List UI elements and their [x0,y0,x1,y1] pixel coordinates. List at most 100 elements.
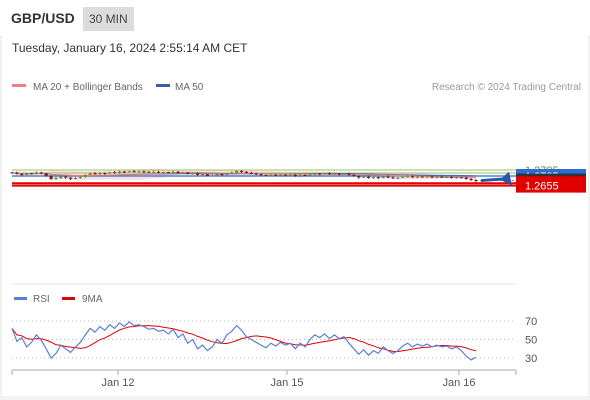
ma50-legend-label: MA 50 [175,82,204,93]
rsi-ma-legend-swatch [62,297,75,300]
candle-body [142,171,146,173]
candle-body [25,173,29,175]
candle-body [210,175,214,177]
candle-body [454,177,459,179]
candle-body [440,176,444,178]
candle-body [156,171,161,173]
candle-body [215,174,219,176]
candle-body [49,175,53,180]
candle-body [186,172,190,174]
candle-body [298,174,302,176]
candle-body [98,173,102,174]
candle-body [279,174,283,176]
rsi-ma-legend-label: 9MA [82,294,103,305]
candle-body [137,171,141,173]
candle-body [29,173,34,175]
chart-panel [2,36,588,396]
candle-body [396,177,400,179]
ma20-line [11,171,477,178]
candle-body [318,173,322,175]
candle-body [327,173,332,175]
candle-body [347,173,351,175]
candle-body [401,176,405,178]
candle-body [103,173,107,174]
candle-body [371,177,376,179]
candle-body [269,174,273,176]
candle-body [406,176,410,178]
candle-body [117,171,122,173]
candle-body [464,177,468,179]
candle-body [342,173,346,175]
candle-body [93,173,97,175]
candle-body [415,176,419,178]
candle-body [64,176,68,178]
instrument-title: GBP/USD [11,10,75,26]
candle-body [264,174,268,176]
candle-body [376,177,380,179]
candle-body [386,176,390,178]
candle-body [10,172,14,174]
candle-body [459,177,463,179]
candle-body [20,173,24,175]
candle-body [259,174,263,176]
rsi-legend-swatch [14,297,27,300]
candle-body [308,174,312,176]
candle-body [78,176,82,179]
candle-body [313,173,317,175]
candle-body [362,176,366,178]
candle-body [435,176,439,178]
report-date: Tuesday, January 16, 2024 2:55:14 AM CET [12,41,248,55]
candle-body [357,176,361,178]
candle-body [430,176,434,178]
candle-body [230,172,234,174]
candle-body [293,174,297,176]
candle-body [381,176,385,178]
candle-body [449,177,454,179]
candle-body [288,174,292,176]
candle-body [181,172,185,174]
candle-body [54,178,58,180]
x-axis-tick-label: Jan 16 [442,377,475,389]
candle-body [283,174,288,176]
candle-body [410,176,415,178]
candle-body [132,171,136,173]
candle-body [127,171,131,173]
candle-body [152,171,156,173]
forecast-arrow-head [500,171,512,186]
candle-body [220,174,224,176]
source-credit: Research © 2024 Trading Central [432,82,581,93]
candle-body [34,172,39,174]
rsi-level-label: 50 [525,335,537,347]
candle-body [425,176,429,178]
x-axis-tick-label: Jan 15 [270,377,303,389]
candle-body [239,170,244,172]
candle-body [332,173,336,175]
candle-body [420,176,424,178]
candle-body [391,177,395,179]
candle-body [205,174,209,176]
candle-body [73,178,78,180]
candle-body [161,172,166,174]
x-axis-tick-label: Jan 12 [101,377,134,389]
candle-body [322,173,327,175]
candle-body [366,176,371,179]
candle-body [352,174,356,176]
candle-body [474,179,478,181]
candle-body [244,171,249,173]
timeframe-button[interactable]: 30 MIN [83,7,134,31]
rsi-legend-label: RSI [33,294,50,305]
candle-body [44,173,48,176]
support-label: 1.2655 [525,181,559,193]
candle-body [112,172,117,174]
candle-body [303,174,307,176]
candle-body [274,174,278,176]
rsi-ma-line [11,325,477,353]
candle-body [69,177,73,179]
candle-body [147,171,151,173]
candle-body [337,173,341,175]
candle-body [176,171,180,173]
candle-body [39,172,43,174]
candle-body [225,173,229,175]
candle-body [88,173,92,175]
candle-body [191,173,195,175]
